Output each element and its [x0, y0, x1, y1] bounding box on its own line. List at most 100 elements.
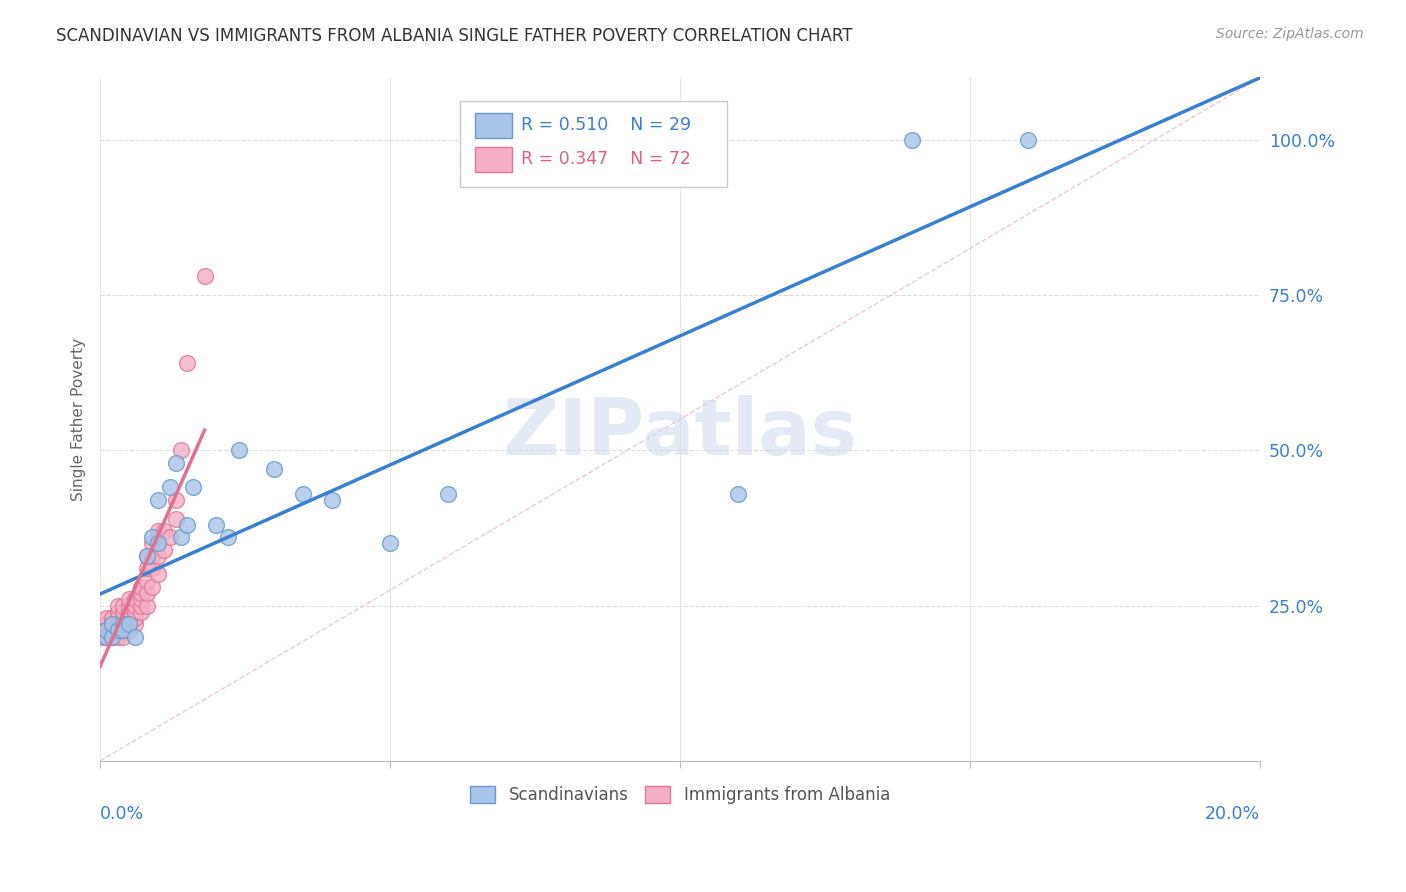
Point	[146, 567, 169, 582]
Text: SCANDINAVIAN VS IMMIGRANTS FROM ALBANIA SINGLE FATHER POVERTY CORRELATION CHART: SCANDINAVIAN VS IMMIGRANTS FROM ALBANIA …	[56, 27, 853, 45]
Point	[124, 617, 146, 632]
Point	[112, 630, 135, 644]
Point	[124, 605, 146, 619]
Text: Source: ZipAtlas.com: Source: ZipAtlas.com	[1216, 27, 1364, 41]
Point	[129, 580, 152, 594]
Point	[112, 605, 135, 619]
Point	[107, 617, 129, 632]
Y-axis label: Single Father Poverty: Single Father Poverty	[72, 337, 86, 500]
FancyBboxPatch shape	[475, 147, 512, 172]
Point	[100, 611, 122, 625]
Point	[141, 580, 163, 594]
Point	[112, 611, 135, 625]
Point	[94, 624, 117, 638]
Point	[118, 599, 141, 613]
Point	[146, 492, 169, 507]
Point	[94, 624, 117, 638]
Point	[146, 536, 169, 550]
Legend: Scandinavians, Immigrants from Albania: Scandinavians, Immigrants from Albania	[464, 779, 897, 811]
Point	[112, 624, 135, 638]
Point	[146, 549, 169, 563]
Text: R = 0.510    N = 29: R = 0.510 N = 29	[522, 116, 692, 135]
Point	[153, 542, 176, 557]
Point	[124, 599, 146, 613]
Point	[112, 624, 135, 638]
Point	[107, 624, 129, 638]
Point	[292, 486, 315, 500]
Point	[141, 530, 163, 544]
Point	[100, 630, 122, 644]
Point	[94, 630, 117, 644]
Point	[112, 599, 135, 613]
Point	[437, 486, 460, 500]
Point	[118, 605, 141, 619]
Point	[118, 611, 141, 625]
Point	[176, 517, 198, 532]
Point	[159, 530, 181, 544]
Point	[94, 624, 117, 638]
Text: 0.0%: 0.0%	[100, 805, 145, 823]
Point	[129, 592, 152, 607]
Point	[124, 630, 146, 644]
Point	[89, 624, 111, 638]
Point	[94, 630, 117, 644]
Point	[176, 356, 198, 370]
Point	[94, 611, 117, 625]
Point	[129, 599, 152, 613]
Point	[217, 530, 239, 544]
Text: ZIPatlas: ZIPatlas	[503, 395, 858, 471]
Point	[153, 524, 176, 538]
Point	[118, 617, 141, 632]
Point	[901, 132, 924, 146]
Point	[193, 269, 215, 284]
Point	[263, 462, 285, 476]
Point	[165, 511, 187, 525]
Point	[94, 617, 117, 632]
Point	[380, 536, 402, 550]
Point	[141, 561, 163, 575]
Point	[94, 630, 117, 644]
Point	[100, 624, 122, 638]
Point	[100, 630, 122, 644]
Point	[129, 586, 152, 600]
Point	[1017, 132, 1039, 146]
Point	[170, 530, 193, 544]
Point	[170, 443, 193, 458]
Point	[159, 480, 181, 494]
Point	[107, 624, 129, 638]
Point	[107, 611, 129, 625]
Point	[141, 536, 163, 550]
Point	[100, 617, 122, 632]
Point	[124, 592, 146, 607]
Point	[135, 574, 157, 588]
Point	[100, 630, 122, 644]
Point	[135, 549, 157, 563]
Point	[112, 617, 135, 632]
FancyBboxPatch shape	[475, 113, 512, 138]
Point	[112, 624, 135, 638]
Point	[165, 456, 187, 470]
Point	[112, 617, 135, 632]
Point	[100, 617, 122, 632]
Point	[146, 524, 169, 538]
Point	[141, 549, 163, 563]
Point	[94, 630, 117, 644]
Point	[165, 492, 187, 507]
Text: R = 0.347    N = 72: R = 0.347 N = 72	[522, 151, 692, 169]
Point	[118, 592, 141, 607]
Point	[107, 624, 129, 638]
FancyBboxPatch shape	[460, 102, 727, 186]
Point	[107, 617, 129, 632]
Point	[107, 605, 129, 619]
Point	[107, 630, 129, 644]
Point	[135, 561, 157, 575]
Point	[112, 617, 135, 632]
Point	[100, 617, 122, 632]
Point	[118, 624, 141, 638]
Point	[94, 617, 117, 632]
Text: 20.0%: 20.0%	[1205, 805, 1260, 823]
Point	[135, 599, 157, 613]
Point	[135, 549, 157, 563]
Point	[129, 605, 152, 619]
Point	[94, 617, 117, 632]
